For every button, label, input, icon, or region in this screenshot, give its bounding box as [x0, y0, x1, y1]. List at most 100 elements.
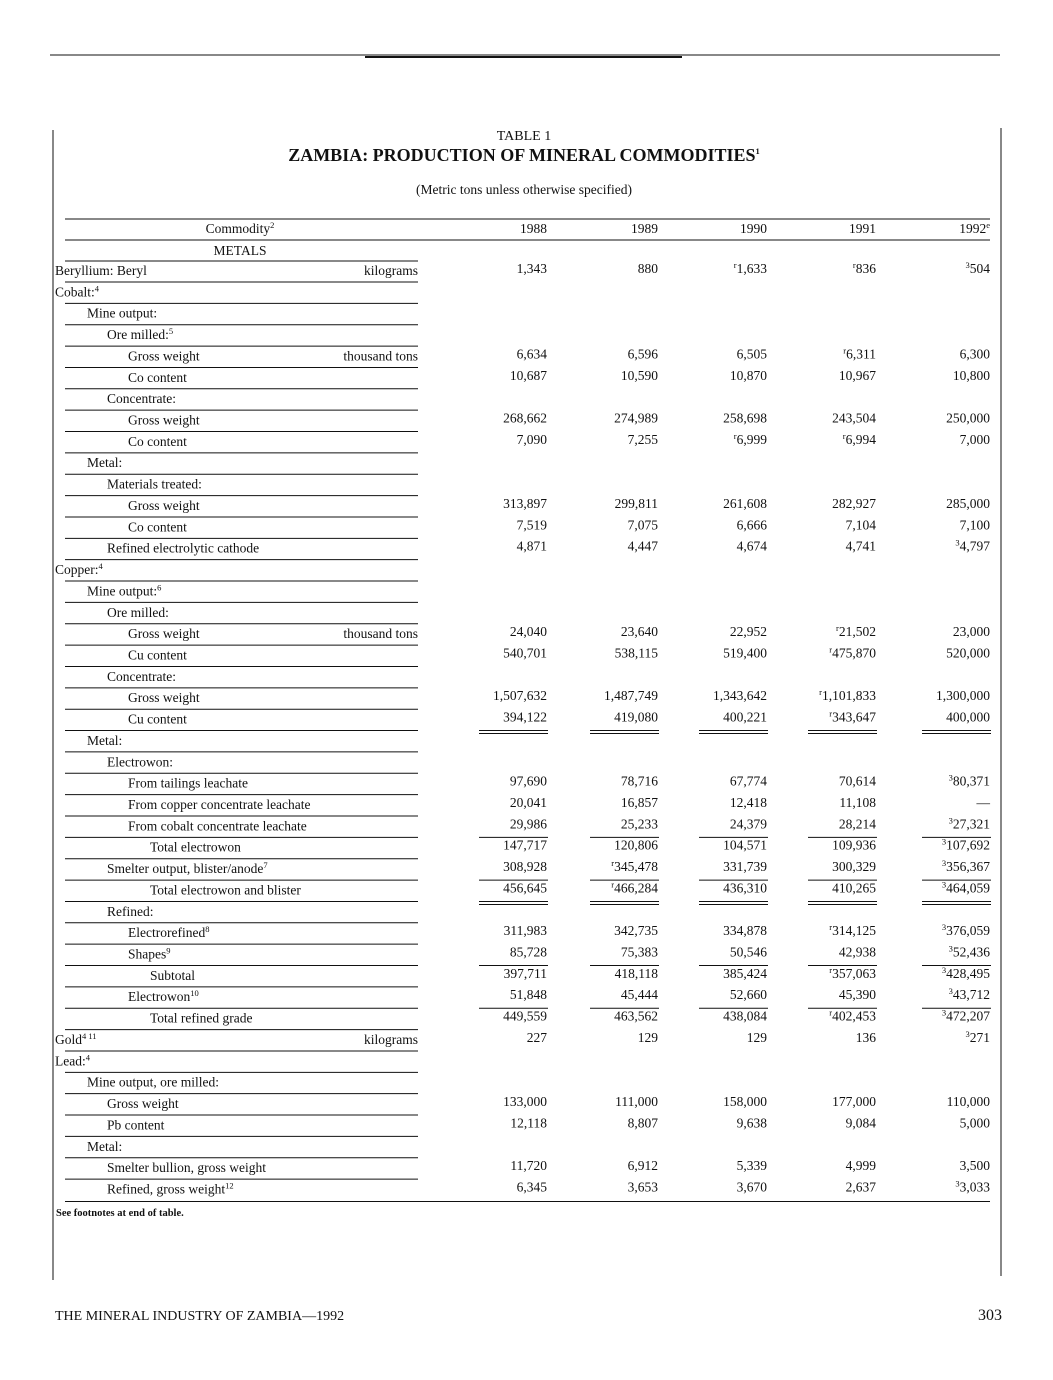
cell: 34,797	[955, 538, 990, 554]
row-label-note: 4	[95, 283, 100, 293]
cell: 352,436	[949, 944, 991, 960]
cell: 410,265	[832, 880, 876, 895]
cell: 311,983	[504, 923, 548, 938]
cell: 177,000	[832, 1094, 876, 1109]
cell-value: 343,647	[832, 710, 876, 725]
row-label: Refined:	[107, 904, 154, 919]
row-label: Co content	[128, 434, 187, 449]
cell: 7,519	[517, 517, 548, 532]
cell: 147,717	[503, 838, 547, 853]
row-unit: thousand tons	[343, 626, 418, 641]
cell: 327,321	[949, 815, 990, 831]
cell-value: 356,367	[946, 859, 990, 874]
row-label: Subtotal	[150, 968, 195, 983]
row-label: Smelter bullion, gross weight	[107, 1160, 266, 1175]
cell: 28,214	[839, 816, 876, 831]
row-label: Gross weight	[128, 690, 200, 705]
cell-note: 3	[942, 837, 946, 847]
cell: 3356,367	[942, 858, 990, 874]
cell: 12,118	[510, 1115, 547, 1130]
cell: 129	[747, 1030, 768, 1045]
cell-value: 80,371	[953, 774, 990, 789]
row-label-text: Smelter bullion, gross weight	[107, 1160, 266, 1175]
cell-note: r	[843, 431, 846, 441]
cell: r1,633	[734, 260, 767, 276]
column-note: e	[986, 220, 990, 230]
row-label-text: Shapes	[128, 947, 166, 962]
column-header: Commodity2	[206, 220, 275, 236]
row-label: Cobalt:4	[55, 283, 100, 299]
cell-value: 43,712	[953, 987, 990, 1002]
cell: 129	[638, 1030, 659, 1045]
cell-value: 466,284	[614, 880, 658, 895]
cell-note: r	[819, 687, 822, 697]
cell: 75,383	[621, 945, 658, 960]
row-label-text: Gross weight	[128, 348, 200, 363]
row-label-text: Concentrate:	[107, 391, 176, 406]
cell-note: 3	[949, 986, 953, 996]
cell: 449,559	[503, 1009, 547, 1024]
row-label: Metal:	[87, 455, 122, 470]
row-label: Gross weight	[128, 348, 200, 363]
cell: 334,878	[723, 923, 767, 938]
row-label: Cu content	[128, 647, 187, 662]
row-label-text: Concentrate:	[107, 669, 176, 684]
row-label: From copper concentrate leachate	[128, 797, 311, 812]
cell: 438,084	[723, 1009, 767, 1024]
cell: 7,104	[846, 517, 877, 532]
cell: 33,033	[955, 1178, 990, 1194]
cell: 538,115	[615, 645, 659, 660]
cell: 308,928	[503, 859, 547, 874]
subtitle: (Metric tons unless otherwise specified)	[416, 182, 632, 197]
row-label: Gross weight	[128, 413, 200, 428]
cell-note: r	[734, 431, 737, 441]
cell: 4,674	[737, 539, 768, 554]
cell-value: 475,870	[832, 645, 876, 660]
column-note: 2	[270, 220, 274, 230]
cell: 540,701	[503, 645, 547, 660]
cell: 120,806	[614, 838, 658, 853]
cell: 9,084	[846, 1115, 877, 1130]
cell-note: 3	[949, 815, 953, 825]
row-label-note: 10	[190, 988, 199, 998]
row-label-text: Metal:	[87, 733, 122, 748]
cell: 45,444	[621, 987, 658, 1002]
cell-note: r	[829, 644, 832, 654]
cell: 3428,495	[942, 965, 990, 981]
cell: r836	[853, 260, 876, 276]
cell: 3271	[966, 1029, 991, 1045]
cell: 7,100	[960, 517, 991, 532]
cell: 1,343	[517, 261, 548, 276]
column-label: 1989	[631, 221, 658, 236]
row-label: Mine output, ore milled:	[87, 1075, 219, 1090]
cell: 5,339	[737, 1158, 768, 1173]
row-label-text: From cobalt concentrate leachate	[128, 818, 307, 833]
cell: 2,637	[846, 1179, 877, 1194]
cell: 9,638	[737, 1115, 768, 1130]
cell: 109,936	[832, 838, 876, 853]
row-label: Materials treated:	[107, 477, 202, 492]
cell: 29,986	[510, 816, 547, 831]
cell: 25,233	[621, 816, 658, 831]
cell-value: 4,797	[960, 539, 991, 554]
cell-value: 6,999	[737, 432, 768, 447]
cell-value: 107,692	[946, 838, 990, 853]
row-label-note: 9	[166, 946, 170, 956]
cell: 67,774	[730, 774, 767, 789]
cell: 6,300	[960, 346, 991, 361]
cell: 70,614	[839, 774, 876, 789]
row-label-text: Beryllium: Beryl	[55, 263, 147, 278]
cell-value: 472,207	[946, 1009, 990, 1024]
row-label: Concentrate:	[107, 391, 176, 406]
cell: 268,662	[503, 411, 547, 426]
cell: 6,505	[737, 346, 768, 361]
cell: 23,000	[953, 624, 990, 639]
cell-note: r	[853, 260, 856, 270]
cell: r475,870	[829, 644, 876, 660]
cell: 51,848	[510, 987, 547, 1002]
row-label-note: 4 11	[82, 1031, 97, 1041]
column-header: 1989	[631, 221, 658, 236]
row-label: Gold4 11	[55, 1031, 97, 1047]
row-label: Pb content	[107, 1117, 165, 1132]
cell: 285,000	[946, 496, 990, 511]
